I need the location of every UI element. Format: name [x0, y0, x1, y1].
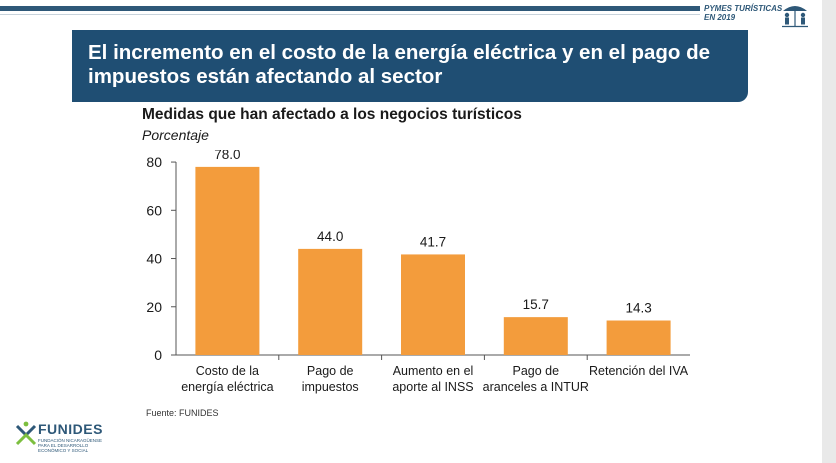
bar-value-label: 78.0	[214, 150, 240, 162]
bar	[298, 248, 363, 355]
bar-value-label: 41.7	[420, 234, 446, 249]
x-tick-label: Costo de la energía eléctrica	[181, 364, 273, 394]
x-tick-label-line: aranceles a INTUR	[483, 380, 589, 394]
bar	[503, 317, 568, 355]
bar-value-label: 15.7	[523, 297, 549, 312]
bar-chart: 0 20 40 60 80 78.0 Costo de la energía eléctric…	[146, 150, 690, 394]
y-tick-label: 80	[146, 154, 162, 170]
bar	[195, 166, 260, 355]
slide-title: El incremento en el costo de la energía …	[88, 41, 711, 88]
top-rule	[0, 6, 700, 11]
section-badge: PYMES TURÍSTICAS EN 2019	[704, 4, 784, 22]
badge-line-1: PYMES TURÍSTICAS	[704, 4, 783, 13]
x-tick-label: Aumento en el aporte al INSS	[392, 364, 473, 394]
y-tick-label: 60	[146, 202, 162, 218]
x-tick-label-line: energía eléctrica	[181, 380, 273, 394]
x-tick-label-line: Retención del IVA	[589, 364, 689, 378]
bar	[401, 254, 465, 355]
people-under-umbrella-icon	[782, 6, 808, 28]
x-tick-label: Retención del IVA	[589, 364, 689, 378]
x-tick-label: Pago de aranceles a INTUR	[483, 364, 589, 394]
y-tick-label: 20	[146, 299, 162, 315]
x-tick-label-line: Pago de	[307, 364, 354, 378]
bar-value-label: 14.3	[625, 301, 651, 316]
x-tick-label-line: Aumento en el	[393, 364, 474, 378]
chart-subtitle: Porcentaje	[142, 127, 209, 143]
window-edge	[822, 0, 836, 463]
funides-star-icon	[15, 421, 37, 446]
y-tick-label: 0	[154, 347, 162, 363]
bar-value-label: 44.0	[317, 229, 343, 244]
x-tick-label-line: Pago de	[513, 364, 560, 378]
logo-wordmark: FUNIDES	[38, 421, 103, 437]
title-banner: El incremento en el costo de la energía …	[72, 30, 748, 102]
logo-tagline: FUNDACIÓN NICARAGÜENSE PARA EL DESARROLL…	[38, 438, 103, 453]
top-rule-thin	[0, 14, 700, 15]
x-tick-label-line: impuestos	[302, 380, 359, 394]
source-note: Fuente: FUNIDES	[146, 408, 219, 418]
badge-line-2: EN 2019	[704, 13, 736, 22]
chart-title: Medidas que han afectado a los negocios …	[142, 106, 522, 123]
x-tick-label: Pago de impuestos	[302, 364, 359, 394]
y-tick-label: 40	[146, 251, 162, 267]
bar	[606, 320, 671, 355]
x-tick-label-line: aporte al INSS	[392, 380, 473, 394]
funides-logo: FUNIDES FUNDACIÓN NICARAGÜENSE PARA EL D…	[14, 420, 114, 453]
x-tick-label-line: Costo de la	[196, 364, 259, 378]
